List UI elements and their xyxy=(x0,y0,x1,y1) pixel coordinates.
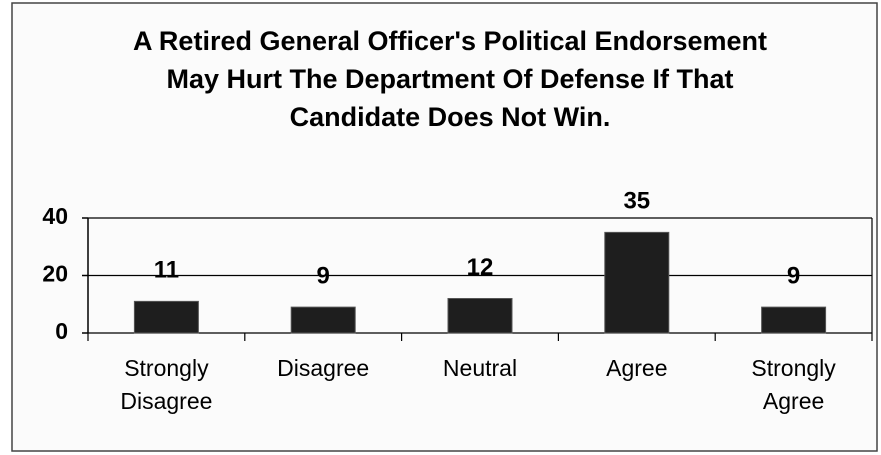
bar xyxy=(761,306,827,334)
data-label: 9 xyxy=(317,262,330,289)
x-tick-label: Strongly Agree xyxy=(751,355,836,414)
data-label: 9 xyxy=(787,262,800,289)
bar xyxy=(447,298,513,334)
y-tick-label: 20 xyxy=(42,261,68,287)
bar xyxy=(133,300,199,334)
data-label: 11 xyxy=(154,257,179,284)
x-tick-label: Agree xyxy=(606,355,668,381)
bar xyxy=(290,306,356,334)
data-label: 12 xyxy=(467,254,494,281)
x-tick-label: Strongly Disagree xyxy=(120,355,213,414)
x-tick-label: Neutral xyxy=(442,355,518,381)
chart-title: A Retired General Officer's Political En… xyxy=(132,26,768,132)
y-tick-label: 0 xyxy=(55,318,68,344)
frame xyxy=(11,2,878,452)
x-tick-label: Disagree xyxy=(277,355,370,381)
bar xyxy=(604,231,670,334)
y-tick-label: 40 xyxy=(42,203,68,229)
data-label: 35 xyxy=(623,188,650,215)
